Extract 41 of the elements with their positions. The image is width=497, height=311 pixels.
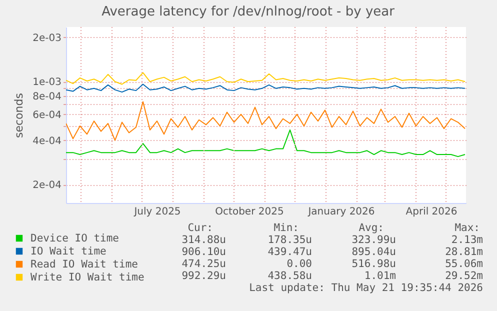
y-tick-label: 4e-04 [32,136,62,147]
text: Avg: [358,222,384,234]
text: 29.52m [445,270,483,282]
y-tick-label: 1e-03 [32,77,62,88]
text: Last update: Thu May 21 19:35:44 2026 [249,282,483,294]
y-tick-label: 6e-04 [32,110,62,121]
text: 906.10u [182,246,226,258]
text: 438.58u [268,270,312,282]
y-tick-label: 2e-04 [32,180,62,192]
text: 992.29u [182,270,226,282]
line-series [66,72,466,85]
line-series [66,101,466,141]
text: Cur: [188,222,213,234]
chart-title: Average latency for /dev/nlnog/root - by year [102,4,396,20]
legend-label: IO Wait time [30,245,106,258]
y-axis-title: seconds [12,92,26,138]
text: 516.98u [352,258,396,270]
text: 895.04u [352,246,396,258]
text: 1.01m [364,270,396,282]
text: 474.25u [182,258,226,270]
line-series [66,84,466,93]
text: 55.06m [445,258,483,270]
text: Min: [274,222,299,234]
x-tick-label: July 2025 [133,206,181,218]
y-tick-label: 8e-04 [32,91,62,102]
text: 28.81m [445,246,483,258]
text: Max: [454,222,480,234]
text: 0.00 [286,258,312,270]
y-tick-label: 2e-03 [32,32,62,44]
x-tick-label: October 2025 [215,206,284,218]
legend-label: Read IO Wait time [30,258,138,270]
text: 2.13m [451,234,483,246]
text: 439.47u [268,246,312,258]
line-series [66,129,466,158]
text: 323.99u [352,234,396,246]
text: 314.88u [182,234,226,246]
x-tick-label: April 2026 [406,206,458,218]
legend-label: Write IO Wait time [30,271,144,284]
text: 178.35u [268,234,312,246]
x-tick-label: January 2026 [307,206,375,218]
legend-label: Device IO time [30,232,120,244]
